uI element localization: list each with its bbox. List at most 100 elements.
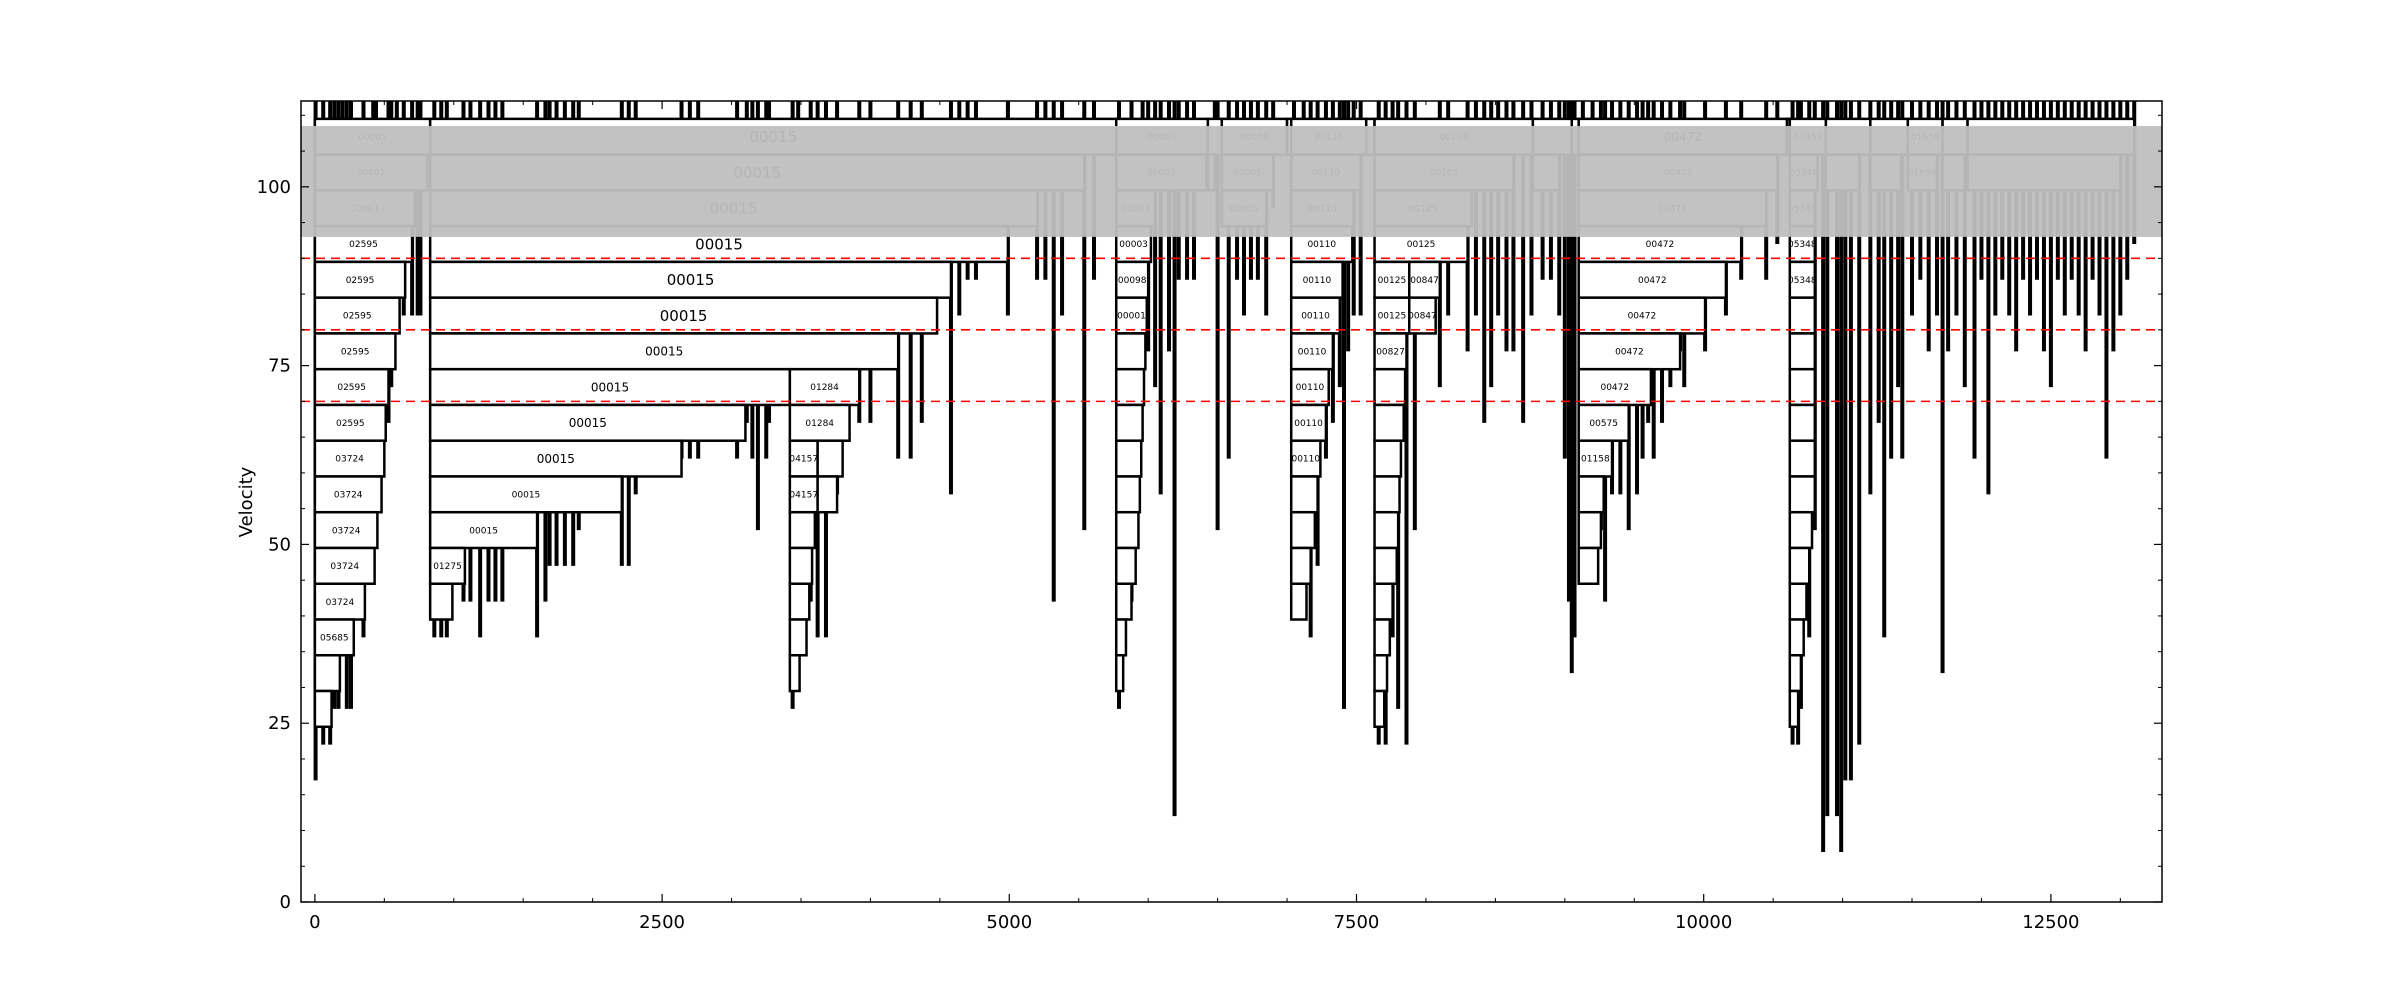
cell-box — [1788, 475, 1817, 514]
y-tick-label: 75 — [268, 356, 291, 377]
cell-box — [1788, 296, 1817, 335]
cell-label: 01284 — [810, 383, 839, 393]
cell-box — [428, 546, 467, 585]
cell-box — [428, 296, 939, 335]
cell-box — [1373, 654, 1389, 693]
cell-label: 00015 — [695, 235, 743, 253]
cell-box — [1788, 689, 1800, 729]
cell-box — [1114, 654, 1125, 693]
cell-box — [1788, 510, 1814, 550]
cell-box — [788, 367, 861, 407]
cell-box — [1373, 475, 1401, 514]
cell-label: 00015 — [645, 345, 683, 359]
plot-area: 0000100015000030000500110001030047200351… — [257, 100, 2163, 933]
cell-box — [1373, 546, 1399, 585]
x-tick-label: 0 — [309, 912, 320, 933]
cell-box — [1289, 439, 1322, 478]
cell-label: 00110 — [1303, 276, 1332, 286]
cell-box — [1114, 439, 1143, 478]
cell-box — [1114, 332, 1147, 371]
shaded-band — [301, 126, 2162, 237]
cell-label: 00110 — [1307, 240, 1336, 250]
cell-box — [1373, 618, 1392, 657]
cell-box — [313, 582, 367, 621]
cell-box — [428, 403, 747, 442]
cell-box — [1289, 296, 1342, 335]
cell-label: 00003 — [1119, 240, 1148, 250]
axes-frame — [300, 100, 2163, 903]
cell-label: 00110 — [1301, 312, 1330, 322]
cell-label: 00110 — [1298, 347, 1327, 357]
cell-box — [313, 260, 407, 299]
cell-box — [816, 475, 839, 514]
cell-box — [1788, 439, 1817, 478]
cell-label: 00015 — [469, 526, 498, 536]
x-tick-label: 7500 — [1334, 912, 1380, 933]
cell-box — [1788, 582, 1808, 621]
cell-label: 01275 — [433, 562, 462, 572]
cell-box — [1788, 332, 1817, 371]
cell-box — [1577, 403, 1630, 442]
cell-box — [313, 367, 390, 407]
cell-box — [1289, 582, 1308, 621]
cell-box — [313, 654, 342, 693]
cell-label: 00472 — [1615, 347, 1644, 357]
y-axis-title: Velocity — [236, 466, 257, 537]
cell-box — [1577, 260, 1728, 299]
cell-label: 00110 — [1291, 455, 1320, 465]
cell-label: 00847 — [1410, 276, 1439, 286]
cell-label: 03724 — [330, 562, 359, 572]
cell-box — [1373, 439, 1403, 478]
cell-box — [1114, 475, 1142, 514]
cell-box — [788, 546, 814, 585]
cell-box — [1289, 475, 1319, 514]
cell-box — [313, 546, 376, 585]
cell-box — [1373, 367, 1407, 407]
cell-box — [1289, 403, 1328, 442]
cell-label: 00125 — [1407, 240, 1436, 250]
cell-label: 00015 — [667, 271, 715, 289]
cell-label: 00827 — [1376, 347, 1405, 357]
cell-box — [788, 654, 801, 693]
cell-box — [1788, 546, 1811, 585]
cell-label: 01158 — [1581, 455, 1610, 465]
cell-label: 04157 — [789, 455, 818, 465]
cell-box — [428, 582, 454, 621]
cell-label: 00472 — [1646, 240, 1675, 250]
cell-label: 03724 — [335, 455, 364, 465]
cell-label: 05348 — [1788, 240, 1817, 250]
cell-label: 00125 — [1378, 276, 1407, 286]
cell-label: 02595 — [337, 383, 366, 393]
y-tick-label: 25 — [268, 713, 291, 734]
cell-box — [1373, 582, 1394, 621]
cell-box — [1788, 403, 1817, 442]
x-tick-label: 10000 — [1675, 912, 1732, 933]
cell-label: 02595 — [343, 312, 372, 322]
cell-box — [428, 260, 953, 299]
cell-box — [1577, 510, 1603, 550]
cell-box — [1114, 582, 1133, 621]
cell-label: 00001 — [1117, 312, 1146, 322]
cell-box — [428, 475, 624, 514]
x-tick-label: 12500 — [2022, 912, 2079, 933]
cell-box — [1114, 546, 1137, 585]
cell-box — [1577, 332, 1682, 371]
cell-label: 00015 — [512, 490, 541, 500]
cell-label: 00110 — [1294, 419, 1323, 429]
cell-label: 00847 — [1408, 312, 1437, 322]
cell-box — [1373, 332, 1408, 371]
cell-label: 00098 — [1118, 276, 1147, 286]
x-tick-label: 2500 — [639, 912, 685, 933]
cell-label: 02595 — [341, 347, 370, 357]
cell-label: 03724 — [334, 490, 363, 500]
cell-label: 00472 — [1600, 383, 1629, 393]
cell-box — [1114, 367, 1146, 407]
cell-box — [428, 510, 539, 550]
cell-box — [1788, 367, 1817, 407]
plot-content: 0000100015000030000500110001030047200351… — [301, 101, 2162, 852]
cell-label: 02595 — [346, 276, 375, 286]
cell-label: 00472 — [1638, 276, 1667, 286]
cell-box — [1577, 475, 1605, 514]
cell-box — [788, 618, 808, 657]
